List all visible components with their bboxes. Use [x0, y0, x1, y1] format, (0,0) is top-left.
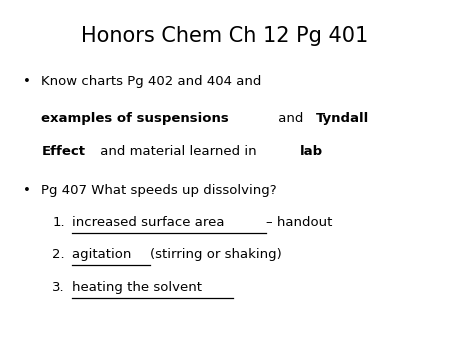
Text: Tyndall: Tyndall: [315, 112, 369, 125]
Text: lab: lab: [300, 145, 323, 158]
Text: •: •: [23, 75, 31, 88]
Text: Know charts Pg 402 and 404 and: Know charts Pg 402 and 404 and: [41, 75, 262, 88]
Text: and material learned in: and material learned in: [96, 145, 261, 158]
Text: 2.: 2.: [52, 248, 65, 262]
Text: agitation: agitation: [72, 248, 135, 262]
Text: Honors Chem Ch 12 Pg 401: Honors Chem Ch 12 Pg 401: [81, 26, 369, 46]
Text: Pg 407 What speeds up dissolving?: Pg 407 What speeds up dissolving?: [41, 184, 277, 197]
Text: (stirring or shaking): (stirring or shaking): [150, 248, 282, 262]
Text: heating the solvent: heating the solvent: [72, 281, 202, 294]
Text: and: and: [274, 112, 308, 125]
Text: 3.: 3.: [52, 281, 65, 294]
Text: •: •: [23, 184, 31, 197]
Text: examples of suspensions: examples of suspensions: [41, 112, 229, 125]
Text: 1.: 1.: [52, 216, 65, 229]
Text: – handout: – handout: [266, 216, 332, 229]
Text: Effect: Effect: [41, 145, 86, 158]
Text: increased surface area: increased surface area: [72, 216, 229, 229]
